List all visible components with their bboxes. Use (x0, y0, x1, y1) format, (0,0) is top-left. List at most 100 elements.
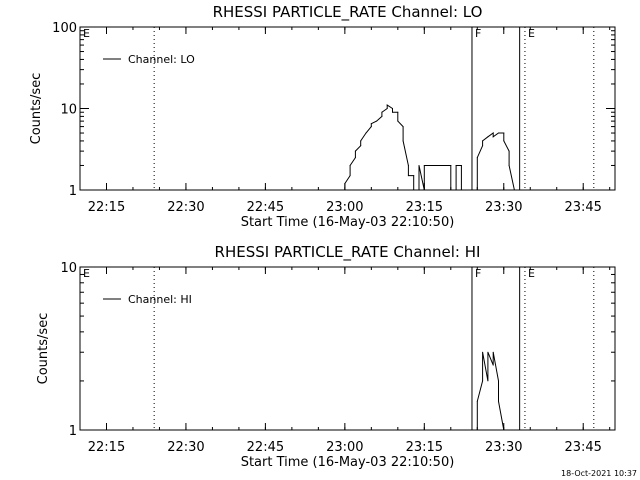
data-point (407, 165, 409, 166)
series-line (476, 352, 505, 431)
y-tick-label: 10 (60, 103, 77, 118)
x-tick-label: 23:45 (564, 440, 601, 455)
data-point (344, 189, 346, 191)
marker-label: E (83, 27, 90, 40)
data-point (476, 400, 478, 402)
x-tick-label: 22:45 (247, 200, 284, 215)
data-point (423, 165, 425, 166)
data-point (413, 189, 415, 191)
data-point (365, 132, 367, 134)
legend-label: Channel: HI (128, 293, 192, 306)
data-point (370, 123, 372, 125)
marker-label: E (528, 27, 535, 40)
data-point (503, 132, 505, 134)
data-point (482, 351, 484, 353)
data-point (503, 140, 505, 142)
data-point (482, 380, 484, 382)
x-tick-label: 23:30 (485, 440, 522, 455)
y-tick-label: 1 (69, 184, 77, 199)
data-point (429, 165, 431, 166)
data-point (487, 351, 489, 353)
data-point (450, 165, 452, 166)
x-tick-label: 23:00 (326, 200, 363, 215)
series-line (344, 104, 515, 191)
x-tick-label: 23:45 (564, 200, 601, 215)
data-point (482, 145, 484, 147)
data-point (492, 132, 494, 134)
data-point (370, 126, 372, 128)
data-point (344, 183, 346, 184)
data-point (418, 189, 420, 191)
data-point (460, 165, 462, 166)
data-point (423, 189, 425, 191)
x-tick-label: 22:45 (247, 440, 284, 455)
marker-label: E (528, 267, 535, 280)
data-point (434, 165, 436, 166)
data-point (466, 189, 468, 191)
data-point (354, 150, 356, 152)
data-point (508, 165, 510, 166)
y-axis-label: Counts/sec (29, 73, 44, 145)
marker-label: F (475, 267, 481, 280)
data-point (386, 104, 388, 106)
data-point (482, 140, 484, 142)
data-point (455, 189, 457, 191)
data-point (376, 120, 378, 122)
plot-frame (79, 266, 616, 431)
data-point (349, 165, 351, 166)
y-tick-label: 10 (60, 261, 77, 276)
y-tick-label: 1 (69, 424, 77, 439)
data-point (402, 126, 404, 128)
x-tick-label: 23:30 (485, 200, 522, 215)
legend-label: Channel: LO (128, 53, 195, 66)
y-axis-label: Counts/sec (36, 313, 51, 385)
data-point (360, 145, 362, 147)
data-point (360, 140, 362, 142)
data-point (397, 120, 399, 122)
data-point (445, 165, 446, 166)
x-tick-label: 22:15 (88, 200, 125, 215)
data-point (492, 136, 494, 138)
data-point (354, 157, 356, 159)
x-tick-label: 23:00 (326, 440, 363, 455)
plot-frame (79, 26, 616, 191)
x-tick-label: 22:30 (167, 200, 204, 215)
data-point (407, 175, 409, 177)
data-point (392, 111, 393, 113)
x-axis-label: Start Time (16-May-03 22:10:50) (241, 455, 455, 470)
marker-label: F (475, 27, 481, 40)
data-point (513, 189, 515, 191)
data-point (503, 429, 505, 431)
data-point (498, 132, 499, 134)
data-point (492, 364, 494, 366)
data-point (397, 111, 399, 113)
data-point (418, 165, 420, 166)
data-point (381, 115, 383, 117)
data-point (349, 175, 351, 177)
data-point (476, 189, 478, 191)
data-point (487, 380, 489, 382)
x-axis-label: Start Time (16-May-03 22:10:50) (241, 215, 455, 230)
data-point (450, 189, 452, 191)
data-point (492, 351, 494, 353)
x-tick-label: 23:15 (406, 440, 443, 455)
data-point (386, 108, 388, 109)
y-tick-label: 100 (52, 21, 77, 36)
data-point (460, 189, 462, 191)
chart-title: RHESSI PARTICLE_RATE Channel: HI (215, 243, 481, 262)
marker-label: E (83, 267, 90, 280)
x-tick-label: 23:15 (406, 200, 443, 215)
data-point (381, 111, 383, 113)
data-point (476, 429, 478, 431)
data-point (439, 165, 441, 166)
data-point (498, 380, 499, 382)
data-point (508, 150, 510, 152)
x-tick-label: 22:15 (88, 440, 125, 455)
data-point (402, 140, 404, 142)
x-tick-label: 22:30 (167, 440, 204, 455)
data-point (498, 400, 499, 402)
data-point (413, 175, 415, 177)
data-point (392, 108, 393, 109)
data-point (487, 136, 489, 138)
